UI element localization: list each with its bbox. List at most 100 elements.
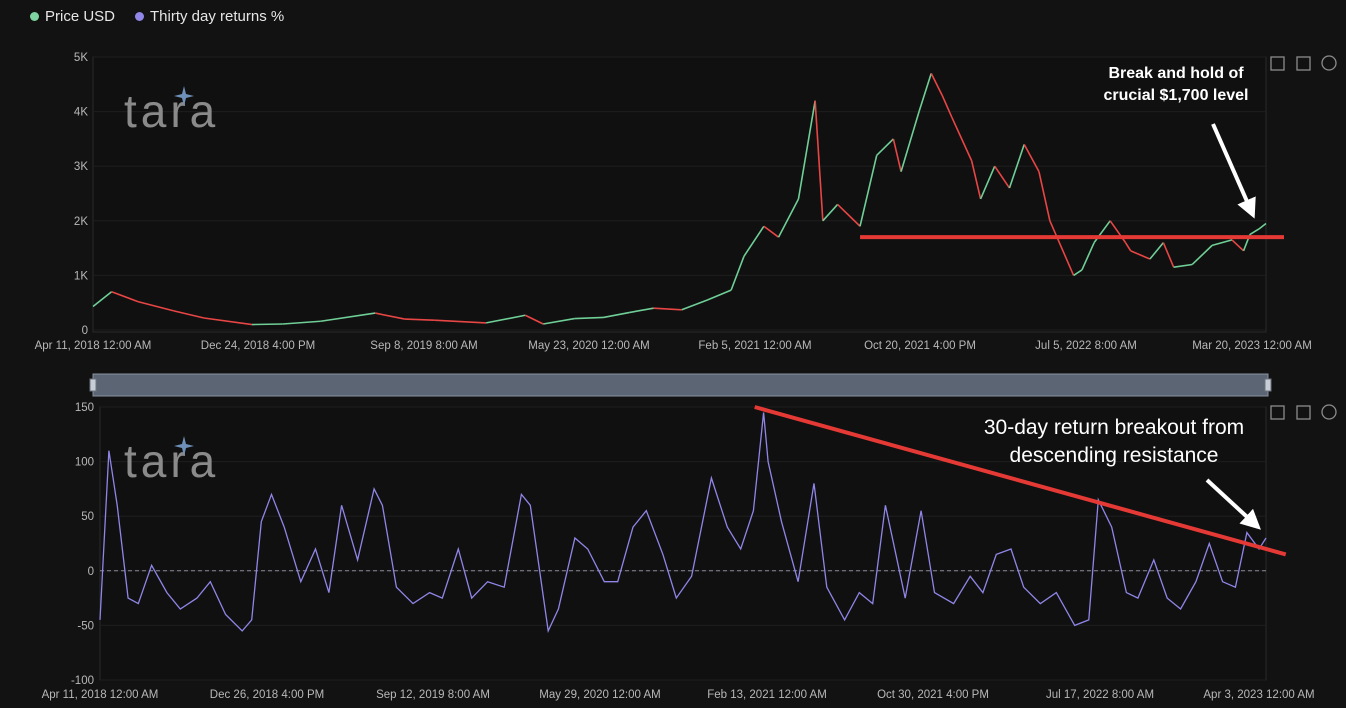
price-segment (930, 73, 943, 96)
price-segment (837, 203, 861, 227)
price-segment (979, 165, 996, 200)
price-segment (252, 323, 283, 326)
price-segment (1211, 239, 1233, 247)
y-tick-label: 2K (74, 216, 88, 228)
price-segment (1081, 242, 1095, 271)
price-segment (282, 320, 321, 325)
x-tick-label: Sep 12, 2019 8:00 AM (376, 689, 490, 701)
price-segment (653, 307, 682, 311)
y-tick-label: -50 (77, 620, 94, 632)
price-segment (404, 318, 435, 321)
price-segment (1008, 144, 1025, 189)
price-segment (876, 138, 894, 156)
x-tick-label: Oct 20, 2021 4:00 PM (864, 340, 976, 352)
y-tick-label: 1K (74, 270, 88, 282)
star-icon (174, 86, 194, 106)
price-annotation-arrow (1211, 123, 1256, 219)
returns-annotation-arrow (1205, 478, 1261, 530)
returns-plot-area (99, 406, 1267, 681)
tara-watermark-text: tara (124, 85, 219, 137)
price-segment (730, 256, 745, 291)
x-tick-label: Mar 20, 2023 12:00 AM (1192, 340, 1312, 352)
price-segment (1130, 250, 1151, 260)
price-segment (1191, 244, 1213, 266)
x-tick-label: May 29, 2020 12:00 AM (539, 689, 660, 701)
price-segment (1073, 269, 1083, 277)
x-tick-label: May 23, 2020 12:00 AM (528, 340, 649, 352)
zoom-icon[interactable] (1270, 405, 1285, 420)
price-segment (707, 289, 732, 301)
price-segment (1249, 228, 1260, 236)
price-segment (918, 73, 932, 112)
restore-icon[interactable] (1296, 405, 1311, 420)
price-segment (797, 100, 816, 200)
refresh-icon[interactable] (1321, 404, 1337, 420)
x-tick-label: Apr 3, 2023 12:00 AM (1203, 689, 1314, 701)
y-tick-label: 100 (75, 457, 94, 469)
legend-dot-price (30, 11, 39, 21)
x-tick-label: Jul 5, 2022 8:00 AM (1035, 340, 1137, 352)
x-tick-label: Oct 30, 2021 4:00 PM (877, 689, 989, 701)
legend-item-price[interactable]: Price USD (30, 8, 115, 25)
price-segment (1049, 220, 1075, 276)
price-segment (434, 319, 487, 324)
tara-watermark-text-bottom: tara (124, 435, 219, 487)
price-segment (743, 225, 765, 257)
y-tick-label: 0 (88, 566, 94, 578)
price-segment (1124, 242, 1132, 252)
x-tick-label: Feb 5, 2021 12:00 AM (698, 340, 811, 352)
price-segment (1173, 263, 1193, 269)
range-handle-right[interactable] (1264, 378, 1272, 392)
price-segment (994, 165, 1011, 189)
price-toolbar (1270, 55, 1337, 71)
chart-legend: Price USD Thirty day returns % (30, 6, 284, 26)
resistance-trendline (754, 405, 1287, 557)
refresh-icon[interactable] (1321, 55, 1337, 71)
price-segment (777, 198, 800, 238)
price-segment (822, 203, 839, 222)
x-tick-label: Dec 24, 2018 4:00 PM (201, 340, 315, 352)
tara-logo: tara (124, 85, 219, 137)
price-segment (603, 311, 630, 319)
price-segment (320, 312, 376, 323)
price-annotation-line2: crucial $1,700 level (1104, 87, 1249, 104)
range-slider-track[interactable] (92, 373, 1269, 397)
legend-label-price: Price USD (45, 7, 116, 25)
price-segment (1038, 171, 1051, 221)
legend-dot-returns (135, 11, 145, 21)
price-segment (111, 291, 139, 303)
price-segment (859, 155, 878, 227)
returns-toolbar (1270, 404, 1337, 420)
price-segment (629, 307, 654, 314)
returns-annotation-line2: descending resistance (1010, 444, 1219, 467)
returns-annotation-line1: 30-day return breakout from (984, 416, 1244, 439)
range-slider[interactable] (89, 373, 1272, 397)
legend-label-returns: Thirty day returns % (150, 7, 285, 25)
returns-line (99, 412, 1267, 634)
restore-icon[interactable] (1296, 56, 1311, 71)
price-segment (92, 291, 113, 308)
price-plot-area (92, 56, 1267, 333)
price-segment (970, 160, 982, 200)
price-segment (543, 317, 575, 325)
price-segment (892, 138, 902, 172)
x-tick-label: Jul 17, 2022 8:00 AM (1046, 689, 1154, 701)
y-tick-label: 50 (81, 511, 94, 523)
x-tick-label: Sep 8, 2019 8:00 AM (370, 340, 477, 352)
x-tick-label: Apr 11, 2018 12:00 AM (42, 689, 159, 701)
star-icon (174, 436, 194, 456)
y-tick-label: 3K (74, 161, 88, 173)
y-tick-label: -100 (71, 675, 94, 687)
price-segment (375, 312, 405, 320)
range-handle-left[interactable] (89, 378, 97, 392)
price-segment (137, 300, 175, 312)
price-segment (900, 111, 920, 172)
legend-item-returns[interactable]: Thirty day returns % (135, 8, 284, 25)
x-tick-label: Feb 13, 2021 12:00 AM (707, 689, 827, 701)
zoom-icon[interactable] (1270, 56, 1285, 71)
x-tick-label: Dec 26, 2018 4:00 PM (210, 689, 324, 701)
price-annotation-line1: Break and hold of (1108, 65, 1244, 82)
x-tick-label: Apr 11, 2018 12:00 AM (35, 340, 152, 352)
price-segment (203, 317, 253, 326)
